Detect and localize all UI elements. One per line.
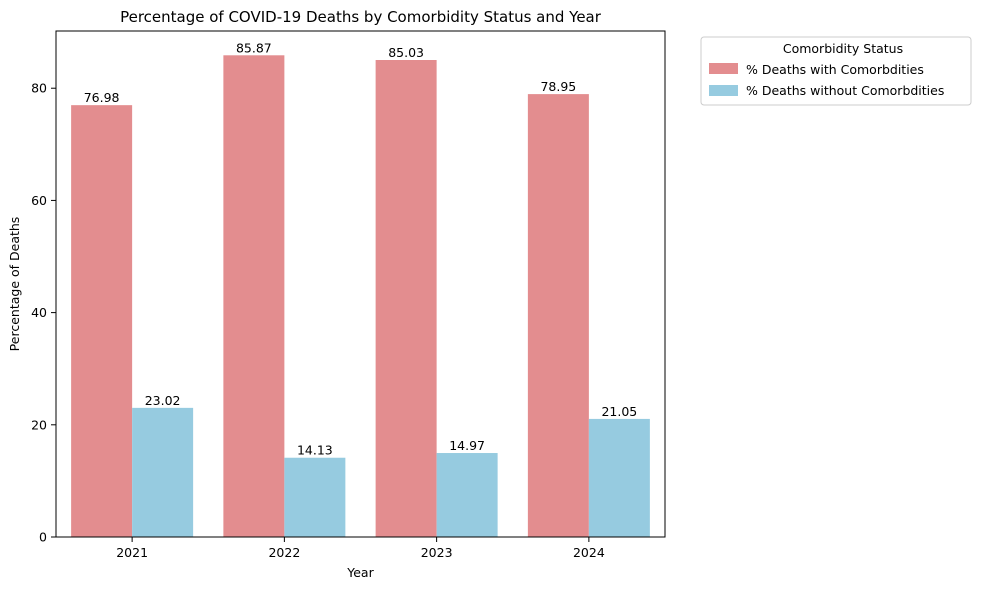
legend-title: Comorbidity Status (783, 41, 903, 56)
legend-label-without-comorbidities: % Deaths without Comorbdities (746, 83, 944, 98)
bar-value-label: 85.03 (388, 45, 424, 60)
y-axis: 0 20 40 60 80 (31, 81, 56, 545)
x-tick-label: 2024 (573, 545, 605, 560)
chart-title: Percentage of COVID-19 Deaths by Comorbi… (120, 8, 602, 26)
legend-frame (700, 36, 972, 106)
bar-value-label: 85.87 (236, 40, 272, 55)
bar-2023-series-1 (436, 453, 498, 537)
y-tick-label: 0 (39, 530, 47, 545)
bar-value-label: 78.95 (540, 79, 576, 94)
bar-2022-series-0 (223, 55, 285, 537)
x-tick-label: 2023 (421, 545, 453, 560)
y-tick-label: 60 (31, 193, 47, 208)
x-axis-title: Year (346, 565, 374, 580)
bar-value-label: 14.13 (297, 443, 333, 458)
x-tick-label: 2022 (268, 545, 300, 560)
bar-labels-group: 76.98 23.02 85.87 14.13 85.03 14.97 78.95 21.05 (84, 40, 638, 457)
y-tick-label: 80 (31, 81, 47, 96)
legend: Comorbidity Status % Deaths with Comorbd… (700, 36, 972, 106)
y-tick-label: 40 (31, 305, 47, 320)
y-axis-title: Percentage of Deaths (7, 217, 22, 352)
bar-value-label: 14.97 (449, 438, 485, 453)
bar-2022-series-1 (284, 457, 346, 537)
bar-2024-series-1 (588, 418, 650, 537)
y-tick-label: 20 (31, 417, 47, 432)
bar-value-label: 76.98 (84, 90, 120, 105)
bar-value-label: 23.02 (145, 393, 181, 408)
plot-frame (55, 30, 666, 538)
legend-swatch-with-comorbidities (709, 63, 738, 74)
bar-2023-series-0 (375, 60, 437, 537)
bar-value-label: 21.05 (601, 404, 637, 419)
bar-2021-series-1 (132, 407, 194, 537)
x-tick-label: 2021 (116, 545, 148, 560)
bars-group (71, 55, 650, 538)
x-axis: 2021 2022 2023 2024 (116, 537, 605, 560)
bar-2021-series-0 (71, 105, 133, 537)
legend-swatch-without-comorbidities (709, 85, 738, 96)
bar-2024-series-0 (527, 94, 589, 538)
legend-label-with-comorbidities: % Deaths with Comorbdities (746, 62, 924, 77)
